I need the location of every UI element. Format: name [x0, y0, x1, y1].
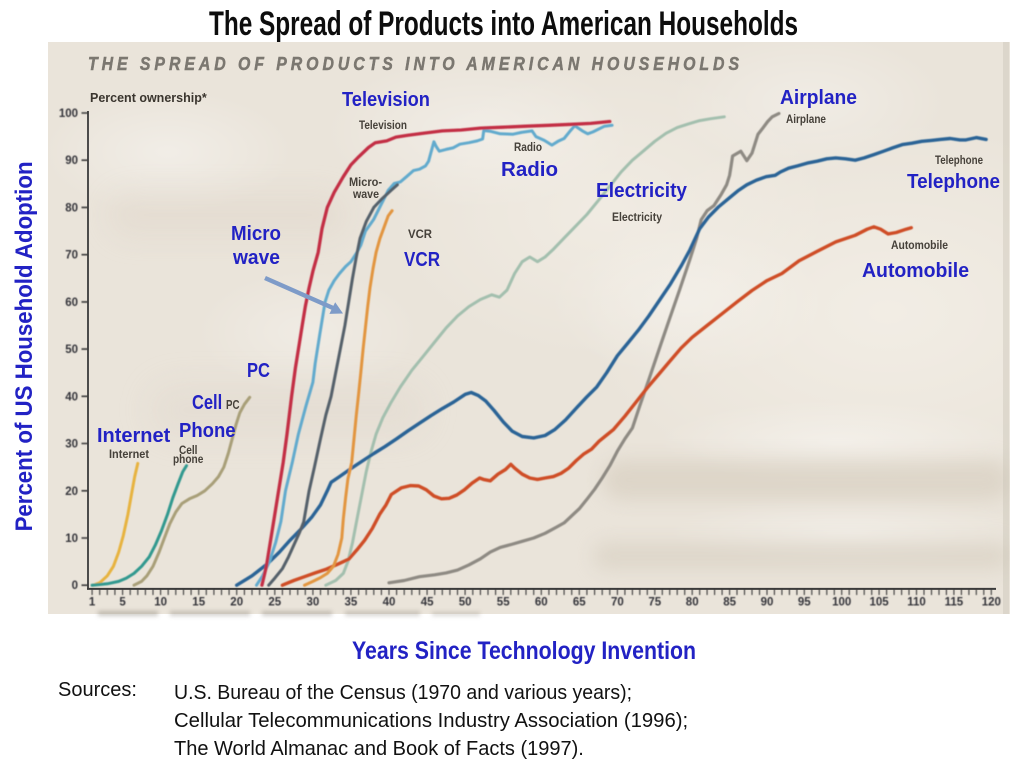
svg-text:70: 70 [611, 597, 624, 609]
svg-text:40: 40 [383, 597, 396, 609]
svg-text:80: 80 [686, 597, 699, 609]
svg-text:70: 70 [65, 250, 78, 262]
svg-text:50: 50 [65, 344, 78, 356]
svg-text:50: 50 [459, 597, 472, 609]
svg-text:55: 55 [497, 597, 510, 609]
svg-text:95: 95 [798, 597, 811, 609]
svg-text:65: 65 [573, 597, 586, 609]
svg-text:35: 35 [345, 597, 358, 609]
svg-text:0: 0 [72, 580, 78, 592]
svg-text:115: 115 [945, 597, 964, 609]
svg-text:100: 100 [832, 597, 851, 609]
svg-text:80: 80 [65, 202, 78, 214]
svg-text:85: 85 [723, 597, 736, 609]
svg-text:10: 10 [65, 533, 78, 545]
svg-text:120: 120 [982, 597, 1001, 609]
svg-text:110: 110 [907, 597, 926, 609]
svg-text:5: 5 [119, 597, 126, 609]
svg-text:30: 30 [307, 597, 320, 609]
svg-text:25: 25 [268, 597, 281, 609]
svg-text:20: 20 [65, 486, 78, 498]
svg-text:45: 45 [421, 597, 434, 609]
svg-text:40: 40 [65, 391, 78, 403]
svg-text:60: 60 [535, 597, 548, 609]
svg-text:30: 30 [65, 439, 78, 451]
svg-text:100: 100 [59, 108, 78, 120]
svg-text:60: 60 [65, 297, 78, 309]
svg-text:10: 10 [154, 597, 167, 609]
svg-text:15: 15 [192, 597, 205, 609]
svg-text:90: 90 [65, 155, 78, 167]
svg-text:75: 75 [648, 597, 661, 609]
svg-text:1: 1 [89, 597, 96, 609]
svg-text:20: 20 [230, 597, 243, 609]
svg-text:105: 105 [870, 597, 890, 609]
svg-text:90: 90 [761, 597, 774, 609]
